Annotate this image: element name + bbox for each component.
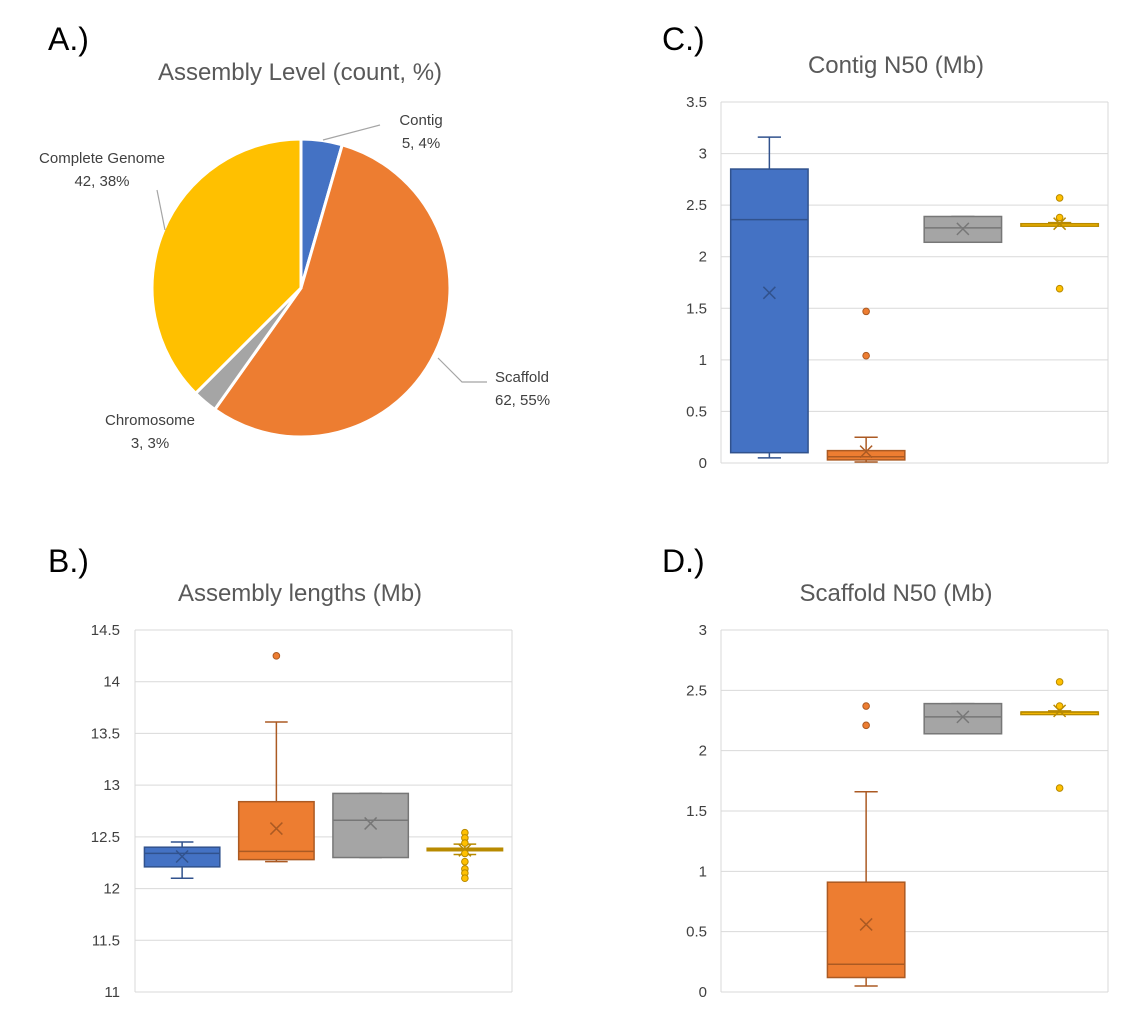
assembly-lengths-title: Assembly lengths (Mb) xyxy=(178,580,422,607)
pie-label-contig: Contig xyxy=(399,112,442,129)
mean-marker-scaffold xyxy=(859,445,873,459)
y-tick-label: 3 xyxy=(699,146,707,163)
outlier-point-complete-genome xyxy=(461,839,469,847)
y-tick-label: 11 xyxy=(104,984,120,1001)
y-tick-label: 0.5 xyxy=(686,403,707,420)
scaffold-n50-title: Scaffold N50 (Mb) xyxy=(800,580,993,607)
y-tick-label: 11.5 xyxy=(92,932,120,949)
outlier-point-scaffold xyxy=(862,702,870,710)
box-complete-genome xyxy=(1020,194,1100,293)
y-tick-label: 0 xyxy=(699,455,707,472)
mean-marker-chromosome xyxy=(956,710,970,724)
mean-marker-scaffold xyxy=(859,917,873,931)
box-scaffold xyxy=(826,307,906,463)
contig-n50-title: Contig N50 (Mb) xyxy=(808,52,984,79)
box-scaffold xyxy=(826,702,906,987)
pie-chart: Contig 5, 4% Scaffold 62, 55% Chromosome 3, 3… xyxy=(39,112,550,452)
outlier-point-complete-genome xyxy=(461,874,469,883)
y-tick-label: 12 xyxy=(103,881,120,898)
box-contig xyxy=(729,136,809,459)
pie-leader-line-complete-genome xyxy=(156,189,166,231)
box-iqr-scaffold xyxy=(826,881,906,979)
mean-marker-chromosome xyxy=(364,816,378,830)
y-tick-label: 12.5 xyxy=(91,829,120,846)
mean-marker-contig xyxy=(175,849,189,864)
outlier-point-complete-genome xyxy=(1055,194,1064,202)
panel-label-a: A.) xyxy=(48,21,89,57)
box-contig xyxy=(143,841,221,879)
y-tick-label: 14.5 xyxy=(91,622,120,639)
y-tick-label: 0 xyxy=(699,984,707,1001)
y-tick-label: 2.5 xyxy=(686,197,707,214)
outlier-point-complete-genome xyxy=(461,849,469,858)
pie-label-complete-genome: Complete Genome xyxy=(39,150,165,167)
panel-label-d: D.) xyxy=(662,543,705,579)
panel-label-b: B.) xyxy=(48,543,89,579)
box-iqr-chromosome xyxy=(332,792,410,859)
y-tick-label: 1.5 xyxy=(686,300,707,317)
box-iqr-chromosome xyxy=(923,702,1003,735)
mean-marker-scaffold xyxy=(269,822,283,836)
pie-slice-complete-genome xyxy=(150,137,303,395)
box-iqr-contig xyxy=(729,168,809,454)
pie-slice-scaffold xyxy=(213,143,452,439)
box-iqr-scaffold xyxy=(237,800,315,861)
mean-marker-complete-genome xyxy=(1053,704,1067,718)
pie-value-label-complete-genome: 42, 38% xyxy=(74,173,129,190)
outlier-point-scaffold xyxy=(862,351,870,360)
outlier-point-complete-genome xyxy=(1055,213,1064,222)
box-complete-genome xyxy=(426,828,504,883)
pie-value-label-scaffold: 62, 55% xyxy=(495,392,550,409)
mean-marker-chromosome xyxy=(956,222,970,236)
contig-n50-boxplot: 0 0.5 1 1.5 2 2.5 3 3.5 xyxy=(686,94,1109,472)
pie-chart-title: Assembly Level (count, %) xyxy=(158,59,442,86)
y-tick-label: 3 xyxy=(699,622,707,639)
assembly-lengths-boxplot: 11 11.5 12 12.5 13 13.5 14 14.5 xyxy=(91,622,513,1001)
outlier-point-complete-genome xyxy=(1055,678,1064,686)
box-chromosome xyxy=(332,792,410,859)
box-complete-genome xyxy=(1020,678,1100,792)
y-tick-label: 2 xyxy=(699,249,707,266)
outlier-point-complete-genome xyxy=(1055,784,1064,792)
y-tick-label: 2.5 xyxy=(686,682,707,699)
y-tick-label: 2 xyxy=(699,743,707,760)
y-tick-label: 13 xyxy=(103,777,120,794)
y-tick-label: 3.5 xyxy=(686,94,707,111)
mean-marker-complete-genome xyxy=(1053,217,1067,231)
pie-leader-line-contig xyxy=(322,124,381,141)
scaffold-n50-boxplot: 0 0.5 1 1.5 2 2.5 3 xyxy=(686,622,1109,1001)
box-chromosome xyxy=(923,215,1003,244)
y-tick-label: 1.5 xyxy=(686,803,707,820)
box-scaffold xyxy=(237,652,315,863)
pie-label-chromosome: Chromosome xyxy=(105,412,195,429)
pie-value-label-chromosome: 3, 3% xyxy=(131,435,169,452)
y-tick-label: 13.5 xyxy=(91,725,120,742)
outlier-point-complete-genome xyxy=(461,857,469,866)
y-tick-label: 1 xyxy=(699,863,707,880)
panel-label-c: C.) xyxy=(662,21,705,57)
y-tick-label: 0.5 xyxy=(686,924,707,941)
outlier-point-complete-genome xyxy=(1055,702,1064,710)
outlier-point-scaffold xyxy=(272,652,281,660)
mean-marker-contig xyxy=(762,286,776,300)
outlier-point-complete-genome xyxy=(1055,284,1064,293)
box-chromosome xyxy=(923,702,1003,735)
pie-label-scaffold: Scaffold xyxy=(495,369,549,386)
outlier-point-scaffold xyxy=(862,307,870,316)
y-tick-label: 1 xyxy=(699,352,707,369)
pie-value-label-contig: 5, 4% xyxy=(402,135,440,152)
pie-leader-line-scaffold xyxy=(437,357,487,383)
y-tick-label: 14 xyxy=(103,674,120,691)
outlier-point-scaffold xyxy=(862,721,870,730)
